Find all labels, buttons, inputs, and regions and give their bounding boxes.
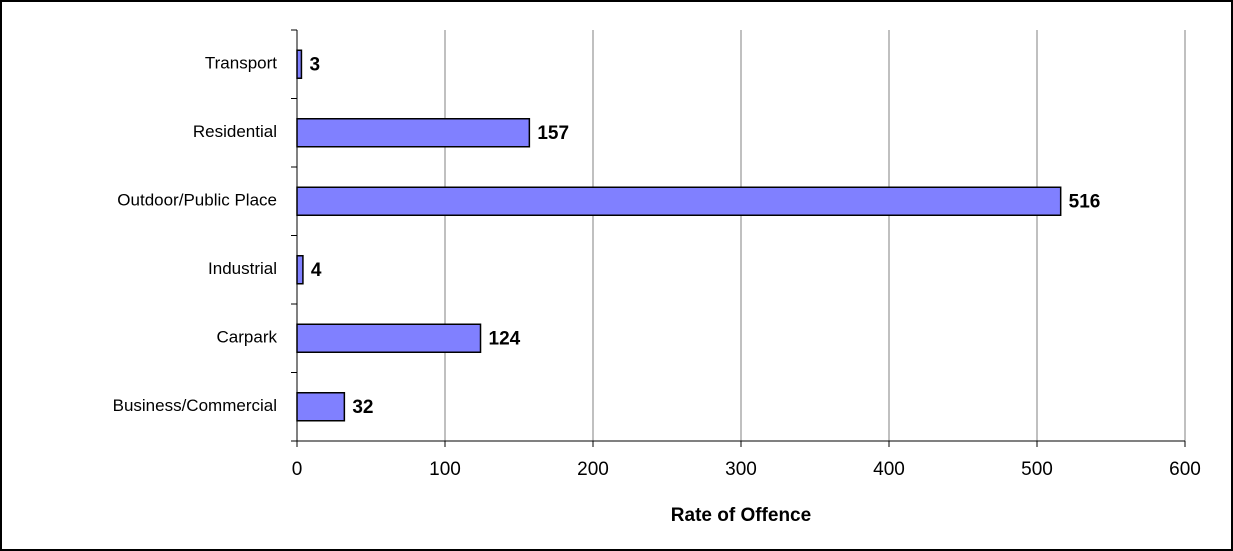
bar [296, 186, 1062, 216]
bar [296, 392, 346, 422]
x-tick-label: 500 [1021, 459, 1053, 480]
bar [296, 49, 303, 79]
bar [296, 118, 531, 148]
x-tick-label: 600 [1169, 459, 1201, 480]
y-tick-label: Carpark [217, 328, 278, 347]
y-tick-label: Industrial [208, 259, 277, 278]
x-tick-label: 400 [873, 459, 905, 480]
bar [296, 255, 304, 285]
y-tick-label: Business/Commercial [113, 396, 277, 415]
data-label: 3 [309, 54, 320, 75]
data-label: 516 [1069, 191, 1101, 212]
data-label: 124 [489, 328, 521, 349]
x-tick-label: 200 [577, 459, 609, 480]
y-tick-label: Transport [205, 54, 277, 73]
data-label: 32 [352, 397, 373, 418]
data-label: 4 [311, 260, 322, 281]
bar [296, 323, 482, 353]
y-tick-label: Outdoor/Public Place [117, 191, 277, 210]
data-label: 157 [537, 123, 569, 144]
y-tick-label: Residential [193, 122, 277, 141]
x-tick-label: 100 [429, 459, 461, 480]
x-tick-label: 0 [292, 459, 303, 480]
x-tick-label: 300 [725, 459, 757, 480]
x-axis-title: Rate of Offence [671, 505, 811, 526]
